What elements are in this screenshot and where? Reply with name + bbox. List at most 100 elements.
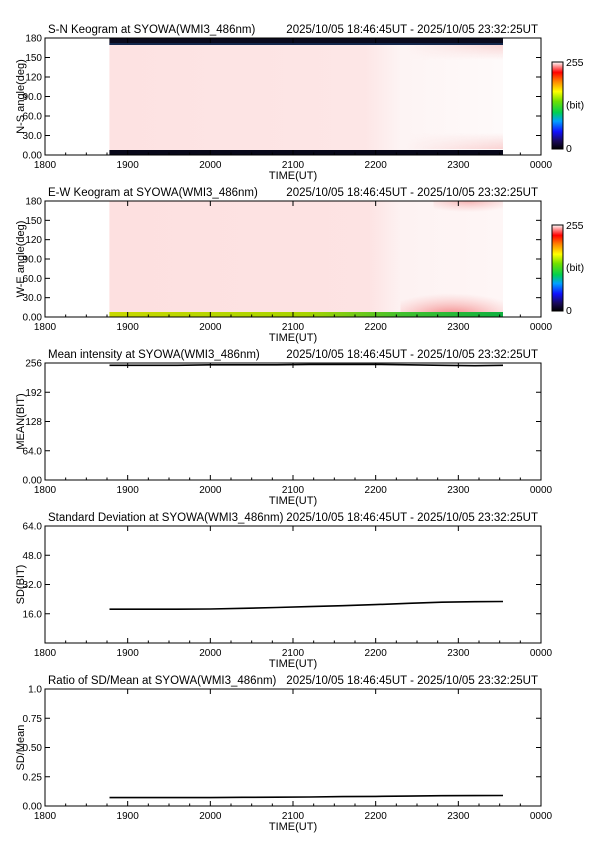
y-tick-label: 120: [25, 73, 42, 84]
plot-frame: [44, 688, 542, 807]
y-tick-label: 256: [25, 359, 42, 370]
colorbar: 255 (bit) 0: [551, 220, 584, 317]
panel-title: S-N Keogram at SYOWA(WMI3_486nm): [48, 24, 255, 36]
y-tick-label: 1.0: [28, 685, 42, 696]
y-tick-label: 0.00: [23, 802, 43, 813]
x-tick-label: 2000: [199, 485, 222, 496]
x-tick-label: 2100: [282, 648, 305, 659]
colorbar: 255 (bit) 0: [551, 57, 584, 155]
x-tick-label: 1900: [117, 160, 140, 171]
x-tick-label: 2200: [365, 322, 388, 333]
colorbar-min-label: 0: [566, 305, 572, 317]
y-tick-label: 16.0: [23, 609, 43, 620]
x-tick-label: 1800: [34, 648, 57, 659]
panel-title: Standard Deviation at SYOWA(WMI3_486nm): [48, 512, 284, 524]
x-tick-label: 2000: [199, 811, 222, 822]
panel-time-range: 2025/10/05 18:46:45UT - 2025/10/05 23:32…: [286, 187, 538, 199]
y-tick-label: 150: [25, 53, 42, 64]
colorbar-max-label: 255: [566, 220, 584, 232]
panel-time-range: 2025/10/05 18:46:45UT - 2025/10/05 23:32…: [286, 675, 538, 687]
colorbar-scale: [551, 61, 564, 150]
x-tick-label: 0000: [530, 160, 553, 171]
y-tick-label: 64.0: [23, 522, 43, 533]
x-axis-label: TIME(UT): [269, 332, 317, 344]
x-tick-label: 0000: [530, 648, 553, 659]
x-tick-label: 2000: [199, 648, 222, 659]
y-tick-label: 64.0: [23, 446, 43, 457]
keogram-glow-top: [433, 201, 504, 217]
panel-title: Ratio of SD/Mean at SYOWA(WMI3_486nm): [48, 675, 277, 687]
x-tick-label: 0000: [530, 485, 553, 496]
data-series-line: [109, 794, 504, 799]
panel-time-range: 2025/10/05 18:46:45UT - 2025/10/05 23:32…: [286, 349, 538, 361]
x-tick-label: 2100: [282, 160, 305, 171]
x-tick-label: 2300: [447, 485, 470, 496]
y-tick-label: 60.0: [23, 274, 43, 285]
colorbar-max-label: 255: [566, 57, 584, 69]
colorbar-unit: (bit): [566, 262, 584, 274]
x-tick-label: 1800: [34, 322, 57, 333]
x-tick-label: 0000: [530, 322, 553, 333]
plot-frame: [44, 362, 542, 481]
y-axis-label: N-S angle(deg): [15, 59, 27, 134]
panel-5: Ratio of SD/Mean at SYOWA(WMI3_486nm) 202…: [15, 675, 553, 833]
y-tick-label: 48.0: [23, 551, 43, 562]
y-tick-label: 90.0: [23, 255, 43, 266]
keogram-glow-top: [109, 44, 504, 60]
x-tick-label: 2200: [365, 811, 388, 822]
x-axis-label: TIME(UT): [269, 658, 317, 670]
panel-time-range: 2025/10/05 18:46:45UT - 2025/10/05 23:32…: [286, 24, 538, 36]
y-tick-label: 0.75: [23, 714, 43, 725]
x-tick-label: 2200: [365, 160, 388, 171]
keogram-image: [109, 38, 504, 155]
keogram-glow-bottom: [109, 133, 504, 149]
y-axis-label: SD(BIT): [15, 565, 27, 605]
y-axis-label: SD/Mean: [15, 725, 27, 771]
y-axis-label: W-E angle(deg): [15, 221, 27, 298]
panel-1: S-N Keogram at SYOWA(WMI3_486nm) 2025/10/…: [15, 24, 584, 182]
colorbar-min-label: 0: [566, 143, 572, 155]
x-tick-label: 2300: [447, 648, 470, 659]
x-tick-label: 2300: [447, 160, 470, 171]
x-tick-label: 2200: [365, 648, 388, 659]
y-tick-label: 128: [25, 417, 42, 428]
x-tick-label: 1900: [117, 322, 140, 333]
colorbar-scale: [551, 224, 564, 312]
y-tick-label: 0.00: [23, 476, 43, 487]
y-tick-label: 30.0: [23, 131, 43, 142]
keogram-horizon-top: [109, 38, 504, 45]
data-series-line: [109, 363, 504, 367]
y-tick-label: 0.00: [23, 151, 43, 162]
panel-time-range: 2025/10/05 18:46:45UT - 2025/10/05 23:32…: [286, 512, 538, 524]
y-tick-label: 60.0: [23, 112, 43, 123]
x-tick-label: 2100: [282, 322, 305, 333]
x-tick-label: 1800: [34, 811, 57, 822]
plot-frame: [44, 525, 542, 644]
keogram-horizon-bottom: [109, 150, 504, 155]
x-tick-label: 2000: [199, 160, 222, 171]
keogram-horizon-band: [109, 312, 504, 317]
x-tick-label: 2200: [365, 485, 388, 496]
x-axis-label: TIME(UT): [269, 170, 317, 182]
colorbar-unit: (bit): [566, 100, 584, 112]
x-tick-label: 1800: [34, 485, 57, 496]
keogram-glow-bottom: [400, 283, 504, 317]
panel-2: E-W Keogram at SYOWA(WMI3_486nm) 2025/10/…: [15, 187, 584, 344]
x-tick-label: 2100: [282, 485, 305, 496]
y-tick-label: 90.0: [23, 92, 43, 103]
x-axis-label: TIME(UT): [269, 495, 317, 507]
x-tick-label: 1900: [117, 485, 140, 496]
y-tick-label: 32.0: [23, 580, 43, 591]
y-tick-label: 150: [25, 216, 42, 227]
x-tick-label: 1900: [117, 648, 140, 659]
y-axis-label: MEAN(BIT): [15, 393, 27, 449]
y-tick-label: 0.25: [23, 772, 43, 783]
x-tick-label: 2100: [282, 811, 305, 822]
x-tick-label: 2000: [199, 322, 222, 333]
y-tick-label: 180: [25, 197, 42, 208]
y-tick-label: 120: [25, 235, 42, 246]
y-tick-label: 0.50: [23, 743, 43, 754]
x-tick-label: 0000: [530, 811, 553, 822]
y-tick-label: 30.0: [23, 293, 43, 304]
